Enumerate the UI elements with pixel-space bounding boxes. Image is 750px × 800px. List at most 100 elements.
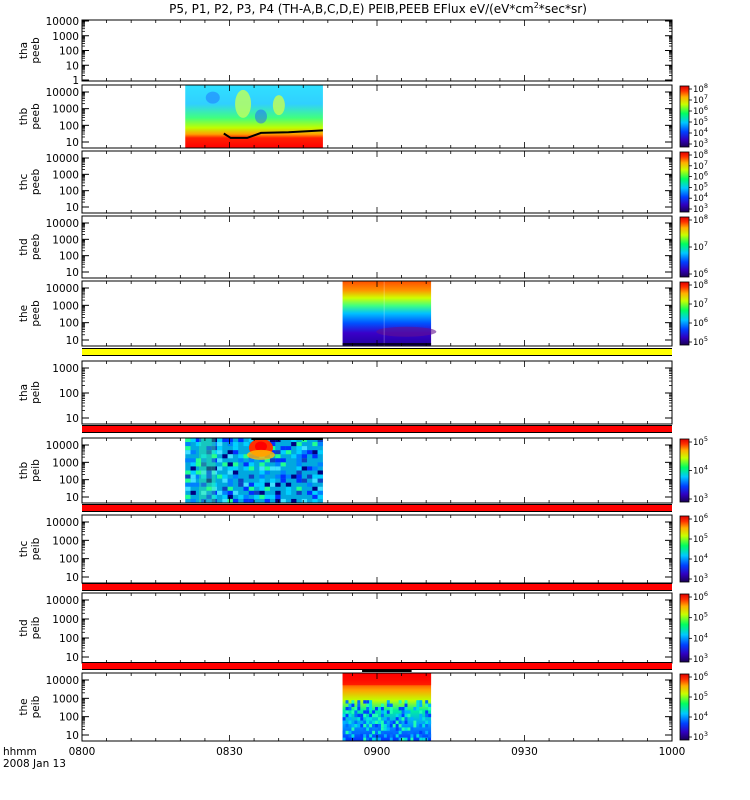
colorbar-tick-label: 106 [693, 590, 708, 603]
y-tick-label: 10000 [46, 87, 79, 99]
panel-tha-peib: 1000 100 10 tha peib [18, 360, 673, 425]
panel-product-label: peib [30, 459, 42, 482]
panel-product-label: peeb [30, 37, 42, 64]
panel-thc-peib: 10000 1000 100 10 thc peib 103 104 105 106 [18, 512, 708, 585]
y-tick-label: 100 [59, 186, 79, 198]
panel-probe-label: the [18, 698, 30, 715]
spectrogram-thb-peeb [185, 85, 323, 148]
colorbar-tick-label: 107 [693, 297, 708, 310]
y-tick-label: 10 [66, 413, 79, 425]
y-tick-label: 10 [66, 335, 79, 347]
panel-product-label: peeb [30, 169, 42, 196]
y-tick-label: 10 [66, 652, 79, 664]
date-label: 2008 Jan 13 [3, 758, 66, 770]
y-tick-label: 10000 [46, 218, 79, 230]
x-tick-label: 0800 [69, 746, 96, 758]
y-tick-label: 10000 [46, 675, 79, 687]
y-tick-label: 10 [66, 202, 79, 214]
colorbar-tick-label: 104 [693, 552, 708, 565]
y-tick-label: 100 [59, 633, 79, 645]
x-tick-label: 0930 [511, 746, 538, 758]
panel-product-label: peib [30, 695, 42, 718]
y-tick-label: 1000 [52, 457, 79, 469]
colorbar-tick-label: 103 [693, 652, 708, 665]
panel-probe-label: thb [18, 461, 30, 479]
y-tick-label: 100 [59, 554, 79, 566]
colorbar-tick-label: 103 [693, 572, 708, 585]
panel-probe-label: tha [18, 384, 30, 401]
y-tick-label: 100 [59, 475, 79, 487]
colorbar-tick-label: 105 [693, 532, 708, 545]
panel-frame [81, 150, 673, 214]
panel-frame [81, 360, 673, 425]
y-tick-label: 100 [59, 46, 79, 58]
y-tick-label: 1000 [52, 693, 79, 705]
colorbar-thb-peib: 103 104 105 [679, 435, 708, 505]
panel-frame [81, 84, 673, 149]
y-tick-label: 1000 [52, 104, 79, 116]
panel-product-label: peeb [30, 234, 42, 261]
y-tick-label: 10000 [46, 595, 79, 607]
flag-bar-red [82, 584, 672, 590]
y-tick-label: 100 [59, 318, 79, 330]
panel-product-label: peib [30, 537, 42, 560]
y-tick-label: 10000 [46, 517, 79, 529]
colorbar-tick-label: 106 [693, 316, 708, 329]
colorbar-the-peib: 103 104 105 106 [679, 670, 708, 743]
spectrogram-the-peib [342, 670, 432, 741]
y-tick-label: 1 [72, 75, 79, 87]
y-tick-label: 10000 [46, 16, 79, 28]
panel-probe-label: thc [18, 174, 30, 191]
y-tick-label: 1000 [52, 31, 79, 43]
colorbar-tick-label: 105 [693, 611, 708, 624]
colorbar-tick-label: 106 [693, 670, 708, 683]
colorbar-tick-label: 104 [693, 710, 708, 723]
panel-probe-label: thd [18, 238, 30, 255]
flag-bar-red [82, 426, 672, 432]
x-tick-label: 0830 [216, 746, 243, 758]
y-tick-label: 10 [66, 492, 79, 504]
flag-bar-yellow [82, 349, 672, 355]
panel-product-label: peib [30, 616, 42, 639]
panel-product-label: peib [30, 381, 42, 404]
panel-product-label: peeb [30, 300, 42, 327]
panel-frame [81, 437, 673, 504]
x-tick-label: 1000 [659, 746, 686, 758]
panel-frame [81, 514, 673, 584]
y-tick-label: 10 [66, 267, 79, 279]
panel-probe-label: thd [18, 619, 30, 636]
x-tick-label: 0900 [364, 746, 391, 758]
y-tick-label: 10000 [46, 283, 79, 295]
colorbar-tick-label: 105 [693, 335, 708, 348]
colorbar-thd-peib: 103 104 105 106 [679, 590, 708, 665]
panel-probe-label: tha [18, 42, 30, 59]
y-tick-label: 100 [59, 120, 79, 132]
y-tick-label: 1000 [52, 234, 79, 246]
y-tick-label: 1000 [52, 535, 79, 547]
y-tick-label: 10 [66, 137, 79, 149]
spectrogram-thb-peib [185, 438, 323, 503]
colorbar-tick-label: 103 [693, 730, 708, 743]
y-tick-label: 10 [66, 60, 79, 72]
flag-bar-red [82, 663, 672, 669]
colorbar-tick-label: 105 [693, 435, 708, 448]
colorbar-thc-peib: 103 104 105 106 [679, 512, 708, 585]
colorbar-tick-label: 107 [693, 240, 708, 253]
y-tick-label: 10000 [46, 440, 79, 452]
y-tick-label: 1000 [52, 614, 79, 626]
panel-probe-label: the [18, 305, 30, 322]
colorbar-tick-label: 105 [693, 690, 708, 703]
panel-probe-label: thb [18, 107, 30, 125]
y-tick-label: 10000 [46, 153, 79, 165]
y-tick-label: 10 [66, 730, 79, 742]
y-tick-label: 100 [59, 388, 79, 400]
